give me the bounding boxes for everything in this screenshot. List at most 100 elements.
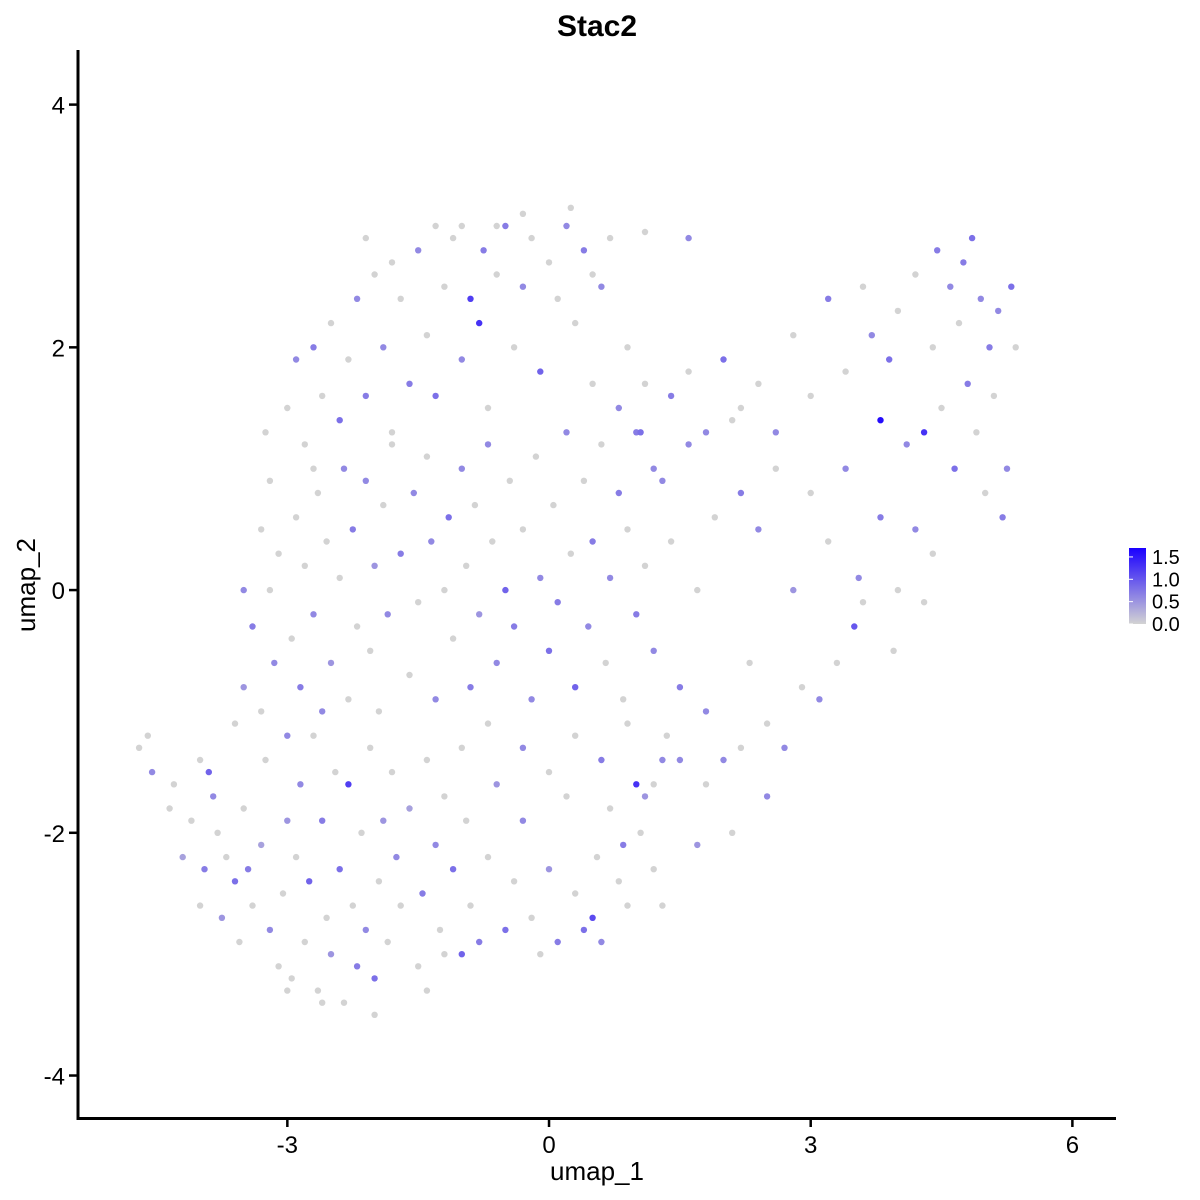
scatter-point bbox=[423, 987, 431, 994]
scatter-point bbox=[650, 465, 657, 472]
scatter-point bbox=[676, 684, 684, 691]
scatter-point bbox=[589, 271, 596, 278]
y-axis-title: umap_2 bbox=[11, 538, 41, 632]
scatter-point bbox=[179, 853, 186, 861]
scatter-point bbox=[292, 356, 300, 363]
scatter-point bbox=[493, 271, 500, 278]
scatter-point bbox=[659, 902, 666, 909]
scatter-point bbox=[702, 708, 710, 715]
scatter-point bbox=[650, 781, 657, 788]
scatter-point bbox=[345, 696, 352, 703]
scatter-point bbox=[877, 514, 884, 521]
scatter-point bbox=[519, 526, 527, 533]
scatter-point bbox=[589, 380, 596, 387]
x-tick-label: 6 bbox=[1066, 1132, 1079, 1159]
scatter-point bbox=[380, 817, 387, 824]
scatter-point bbox=[833, 659, 841, 667]
x-tick-label: -3 bbox=[277, 1132, 298, 1159]
scatter-point bbox=[428, 538, 435, 545]
legend-label: 1.5 bbox=[1152, 547, 1180, 569]
scatter-point bbox=[340, 999, 348, 1006]
scatter-point bbox=[641, 793, 649, 800]
scatter-point bbox=[729, 829, 736, 836]
scatter-point bbox=[332, 768, 339, 776]
scatter-point bbox=[249, 902, 256, 909]
scatter-point bbox=[353, 295, 361, 302]
scatter-point bbox=[205, 768, 212, 776]
scatter-point bbox=[624, 720, 631, 727]
scatter-point bbox=[955, 319, 963, 327]
scatter-point bbox=[301, 562, 308, 569]
scatter-point bbox=[397, 550, 404, 557]
scatter-point bbox=[598, 756, 605, 764]
scatter-point bbox=[554, 599, 561, 606]
scatter-point bbox=[406, 805, 413, 812]
scatter-point bbox=[545, 866, 553, 873]
scatter-point bbox=[702, 781, 710, 788]
scatter-point bbox=[772, 429, 779, 436]
scatter-point bbox=[537, 368, 544, 375]
scatter-point bbox=[589, 914, 596, 921]
scatter-point bbox=[275, 550, 282, 557]
scatter-point bbox=[912, 271, 919, 278]
scatter-point bbox=[702, 429, 710, 436]
scatter-point bbox=[729, 417, 736, 424]
legend-colorbar bbox=[1129, 548, 1146, 624]
scatter-point bbox=[694, 841, 701, 849]
scatter-point bbox=[528, 234, 535, 242]
scatter-point bbox=[336, 574, 343, 582]
scatter-point bbox=[606, 574, 614, 582]
scatter-point bbox=[288, 975, 295, 982]
scatter-point bbox=[868, 332, 875, 339]
scatter-point bbox=[249, 623, 256, 630]
scatter-point bbox=[288, 635, 295, 642]
x-axis-ticks: -3 0 3 6 bbox=[277, 1118, 1079, 1159]
scatter-point bbox=[938, 404, 945, 412]
scatter-point bbox=[467, 902, 474, 909]
scatter-point bbox=[196, 756, 204, 764]
scatter-point bbox=[545, 259, 553, 266]
scatter-point bbox=[580, 926, 588, 934]
scatter-point bbox=[685, 234, 692, 242]
scatter-point bbox=[598, 938, 605, 946]
scatter-point bbox=[929, 550, 936, 557]
scatter-point bbox=[999, 514, 1006, 521]
scatter-point bbox=[170, 781, 178, 788]
scatter-point bbox=[615, 489, 622, 497]
scatter-point bbox=[572, 684, 579, 691]
scatter-point bbox=[467, 295, 474, 302]
scatter-point bbox=[886, 356, 893, 363]
scatter-point bbox=[323, 914, 330, 921]
scatter-point bbox=[620, 696, 627, 703]
scatter-point bbox=[292, 853, 300, 861]
scatter-point bbox=[284, 404, 291, 412]
scatter-point bbox=[563, 429, 570, 436]
scatter-point bbox=[606, 805, 614, 812]
scatter-point bbox=[667, 538, 675, 545]
scatter-point bbox=[528, 696, 535, 703]
scatter-point bbox=[737, 404, 745, 412]
scatter-point bbox=[471, 501, 479, 509]
scatter-point bbox=[380, 501, 387, 509]
x-tick-label: 0 bbox=[542, 1132, 555, 1159]
scatter-point bbox=[406, 380, 413, 387]
y-tick-label: 2 bbox=[52, 335, 65, 362]
scatter-point bbox=[284, 732, 291, 739]
scatter-point bbox=[336, 417, 343, 424]
y-tick-label: 0 bbox=[52, 578, 65, 605]
scatter-point bbox=[388, 429, 396, 436]
scatter-point bbox=[545, 768, 553, 776]
scatter-point bbox=[502, 222, 509, 230]
scatter-point bbox=[842, 465, 849, 472]
scatter-point bbox=[641, 562, 649, 569]
scatter-point bbox=[951, 465, 958, 472]
scatter-point bbox=[720, 756, 727, 764]
scatter-point bbox=[968, 234, 976, 242]
chart-title: Stac2 bbox=[557, 10, 637, 43]
scatter-point bbox=[393, 853, 400, 861]
scatter-point bbox=[231, 878, 239, 885]
scatter-point bbox=[319, 708, 326, 715]
y-tick-label: 4 bbox=[52, 93, 65, 120]
scatter-point bbox=[310, 732, 317, 739]
